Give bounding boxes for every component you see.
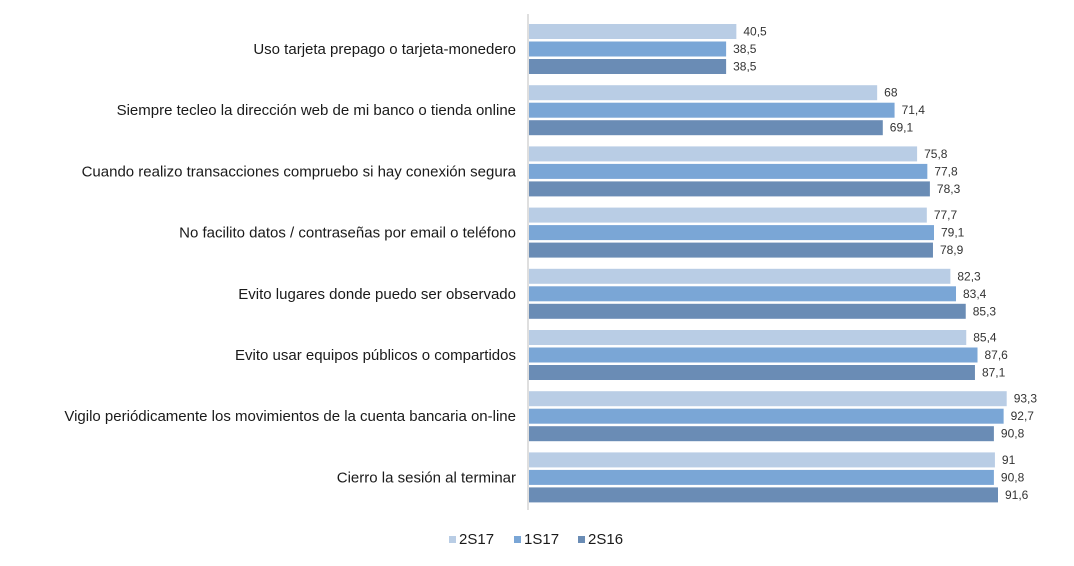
category-labels: Uso tarjeta prepago o tarjeta-monedero Si… — [64, 41, 516, 486]
data-label: 38,5 — [733, 60, 757, 74]
data-label: 78,9 — [940, 243, 964, 257]
data-label: 85,4 — [973, 331, 997, 345]
bar-2s17 — [529, 452, 995, 468]
bar-2s17 — [529, 85, 878, 101]
bar-1s17 — [529, 102, 895, 118]
data-label: 78,3 — [937, 182, 961, 196]
bar-1s17 — [529, 408, 1004, 424]
data-labels: 40,5 38,5 38,5 68 71,4 69,1 75,8 77,8 78,3 77,7 79… — [733, 25, 1037, 502]
bar-1s17 — [529, 286, 957, 302]
bar-1s17 — [529, 163, 928, 179]
data-label: 79,1 — [941, 226, 965, 240]
category-label: Cierro la sesión al terminar — [337, 469, 516, 486]
data-label: 69,1 — [890, 121, 914, 135]
bar-2s16 — [529, 120, 883, 136]
bar-2s16 — [529, 242, 933, 258]
category-label: Siempre tecleo la dirección web de mi ba… — [117, 102, 516, 119]
data-label: 77,7 — [934, 208, 958, 222]
data-label: 87,6 — [985, 348, 1009, 362]
data-label: 75,8 — [924, 147, 948, 161]
data-label: 83,4 — [963, 287, 987, 301]
legend-swatch — [514, 536, 521, 543]
legend-swatch — [578, 536, 585, 543]
data-label: 91 — [1002, 453, 1016, 467]
data-label: 90,8 — [1001, 470, 1025, 484]
bar-2s16 — [529, 303, 966, 319]
bar-2s17 — [529, 207, 927, 223]
category-label: Evito usar equipos públicos o compartido… — [235, 347, 516, 364]
bar-2s16 — [529, 426, 994, 442]
data-label: 71,4 — [902, 103, 926, 117]
data-label: 82,3 — [957, 269, 981, 283]
bar-2s16 — [529, 181, 930, 197]
legend: 2S17 1S17 2S16 — [449, 531, 623, 548]
data-label: 85,3 — [973, 304, 997, 318]
data-label: 92,7 — [1011, 409, 1035, 423]
bar-2s16 — [529, 365, 975, 380]
data-label: 91,6 — [1005, 488, 1029, 502]
category-label: Uso tarjeta prepago o tarjeta-monedero — [253, 41, 516, 58]
bar-2s17 — [529, 330, 967, 345]
legend-label: 2S16 — [588, 531, 623, 548]
bar-2s17 — [529, 268, 951, 284]
data-label: 40,5 — [743, 25, 767, 39]
legend-label: 1S17 — [524, 531, 559, 548]
bar-1s17 — [529, 347, 978, 363]
category-label: Evito lugares donde puedo ser observado — [238, 286, 516, 303]
bar-1s17 — [529, 469, 994, 485]
bar-2s16 — [529, 59, 727, 74]
bar-2s17 — [529, 146, 918, 162]
bars-group — [529, 24, 1007, 503]
category-label: Cuando realizo transacciones compruebo s… — [82, 163, 517, 180]
category-label: Vigilo periódicamente los movimientos de… — [64, 408, 516, 425]
bar-1s17 — [529, 225, 934, 241]
bar-1s17 — [529, 41, 727, 57]
data-label: 38,5 — [733, 42, 757, 56]
data-label: 87,1 — [982, 366, 1006, 380]
bar-2s16 — [529, 487, 998, 503]
legend-swatch — [449, 536, 456, 543]
data-label: 68 — [884, 86, 898, 100]
category-label: No facilito datos / contraseñas por emai… — [179, 225, 516, 242]
bar-2s17 — [529, 391, 1007, 407]
legend-label: 2S17 — [459, 531, 494, 548]
bar-2s17 — [529, 24, 737, 39]
data-label: 90,8 — [1001, 427, 1025, 441]
data-label: 93,3 — [1014, 392, 1038, 406]
data-label: 77,8 — [934, 164, 958, 178]
